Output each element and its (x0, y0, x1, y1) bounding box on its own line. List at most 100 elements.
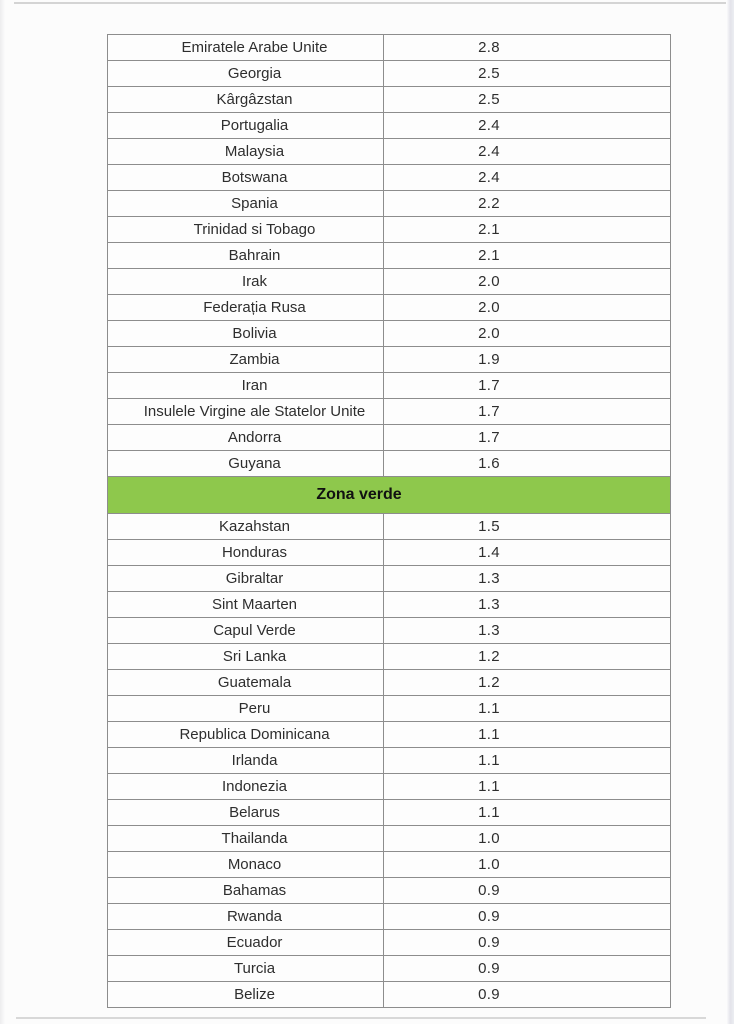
table-row: Irak 2.0 (107, 268, 671, 295)
country-cell: Botswana (107, 164, 384, 191)
value-cell: 1.6 (383, 450, 671, 477)
value-cell: 0.9 (383, 955, 671, 982)
country-cell: Sri Lanka (107, 643, 384, 670)
value-cell: 1.3 (383, 591, 671, 618)
table-row: Zambia 1.9 (107, 346, 671, 373)
country-cell: Portugalia (107, 112, 384, 139)
value-cell: 2.0 (383, 268, 671, 295)
country-cell: Kârgâzstan (107, 86, 384, 113)
country-cell: Georgia (107, 60, 384, 87)
table-row: Thailanda 1.0 (107, 825, 671, 852)
value-cell: 1.0 (383, 825, 671, 852)
value-cell: 1.2 (383, 669, 671, 696)
value-cell: 2.4 (383, 112, 671, 139)
table-row: Insulele Virgine ale Statelor Unite 1.7 (107, 398, 671, 425)
table-row: Capul Verde 1.3 (107, 617, 671, 644)
table-row: Guyana 1.6 (107, 450, 671, 477)
table-row: Trinidad si Tobago 2.1 (107, 216, 671, 243)
country-cell: Bolivia (107, 320, 384, 347)
country-cell: Honduras (107, 539, 384, 566)
table-row: Irlanda 1.1 (107, 747, 671, 774)
value-cell: 2.8 (383, 34, 671, 61)
country-cell: Gibraltar (107, 565, 384, 592)
table-row: Ecuador 0.9 (107, 929, 671, 956)
table-row: Rwanda 0.9 (107, 903, 671, 930)
table-row: Portugalia 2.4 (107, 112, 671, 139)
value-cell: 1.1 (383, 799, 671, 826)
value-cell: 0.9 (383, 877, 671, 904)
country-cell: Zambia (107, 346, 384, 373)
value-cell: 1.1 (383, 695, 671, 722)
value-cell: 2.4 (383, 164, 671, 191)
country-cell: Bahamas (107, 877, 384, 904)
table-row: Gibraltar 1.3 (107, 565, 671, 592)
value-cell: 0.9 (383, 929, 671, 956)
country-cell: Capul Verde (107, 617, 384, 644)
value-cell: 1.7 (383, 372, 671, 399)
table-row: Bahrain 2.1 (107, 242, 671, 269)
value-cell: 1.1 (383, 773, 671, 800)
table-row: Belize 0.9 (107, 981, 671, 1008)
table-row: Iran 1.7 (107, 372, 671, 399)
table-row: Botswana 2.4 (107, 164, 671, 191)
table-row: Georgia 2.5 (107, 60, 671, 87)
page-top-edge-shadow (14, 2, 734, 4)
value-cell: 2.4 (383, 138, 671, 165)
value-cell: 1.2 (383, 643, 671, 670)
table-row: Turcia 0.9 (107, 955, 671, 982)
country-cell: Irlanda (107, 747, 384, 774)
value-cell: 1.3 (383, 565, 671, 592)
country-rates-table-body: Emiratele Arabe Unite 2.8 Georgia 2.5 Kârgâz… (107, 34, 671, 1008)
value-cell: 1.5 (383, 513, 671, 540)
table-row: Spania 2.2 (107, 190, 671, 217)
country-cell: Rwanda (107, 903, 384, 930)
country-cell: Insulele Virgine ale Statelor Unite (107, 398, 384, 425)
country-cell: Andorra (107, 424, 384, 451)
country-cell: Thailanda (107, 825, 384, 852)
value-cell: 1.1 (383, 721, 671, 748)
country-cell: Kazahstan (107, 513, 384, 540)
country-cell: Bahrain (107, 242, 384, 269)
table-row: Sint Maarten 1.3 (107, 591, 671, 618)
value-cell: 2.5 (383, 60, 671, 87)
table-row: Malaysia 2.4 (107, 138, 671, 165)
value-cell: 2.2 (383, 190, 671, 217)
country-cell: Ecuador (107, 929, 384, 956)
value-cell: 2.0 (383, 320, 671, 347)
zone-banner-row: Zona verde (107, 476, 671, 514)
table-row: Sri Lanka 1.2 (107, 643, 671, 670)
value-cell: 1.0 (383, 851, 671, 878)
country-cell: Monaco (107, 851, 384, 878)
table-row: Kazahstan 1.5 (107, 513, 671, 540)
table-row: Republica Dominicana 1.1 (107, 721, 671, 748)
value-cell: 2.1 (383, 242, 671, 269)
table-row: Federația Rusa 2.0 (107, 294, 671, 321)
country-cell: Turcia (107, 955, 384, 982)
country-cell: Belarus (107, 799, 384, 826)
value-cell: 2.0 (383, 294, 671, 321)
value-cell: 0.9 (383, 903, 671, 930)
country-cell: Trinidad si Tobago (107, 216, 384, 243)
zone-banner-label: Zona verde (107, 476, 671, 514)
table-row: Kârgâzstan 2.5 (107, 86, 671, 113)
country-cell: Belize (107, 981, 384, 1008)
value-cell: 0.9 (383, 981, 671, 1008)
page-bottom-edge-shadow (16, 1017, 706, 1019)
value-cell: 1.9 (383, 346, 671, 373)
page-left-edge-shadow (0, 0, 5, 1024)
value-cell: 1.1 (383, 747, 671, 774)
value-cell: 2.5 (383, 86, 671, 113)
country-cell: Indonezia (107, 773, 384, 800)
country-cell: Iran (107, 372, 384, 399)
table-row: Belarus 1.1 (107, 799, 671, 826)
country-cell: Federația Rusa (107, 294, 384, 321)
country-cell: Irak (107, 268, 384, 295)
table-row: Peru 1.1 (107, 695, 671, 722)
country-cell: Republica Dominicana (107, 721, 384, 748)
page-right-edge-shadow (726, 0, 734, 1024)
value-cell: 2.1 (383, 216, 671, 243)
value-cell: 1.7 (383, 424, 671, 451)
country-cell: Malaysia (107, 138, 384, 165)
value-cell: 1.4 (383, 539, 671, 566)
